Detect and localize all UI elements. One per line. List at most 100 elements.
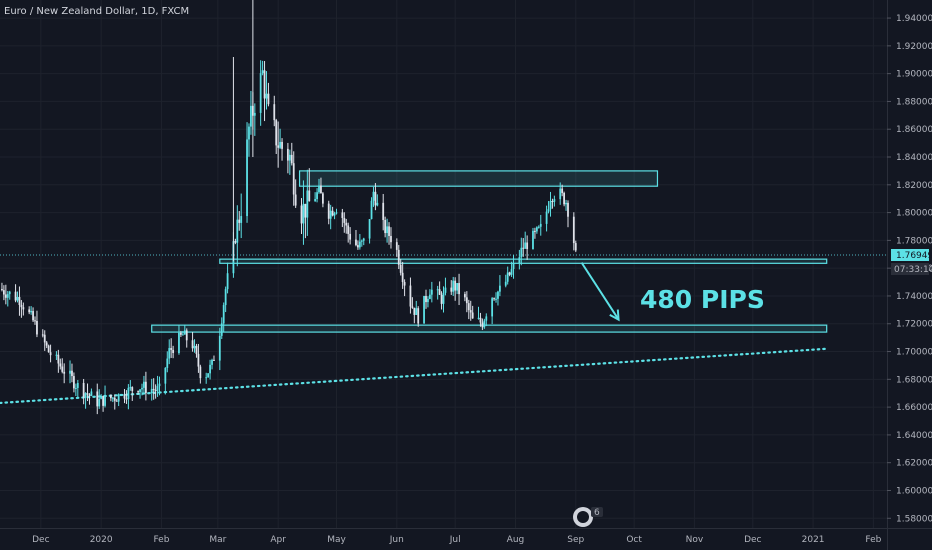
- x-tick-label: Jun: [389, 535, 404, 545]
- candle-body: [84, 393, 87, 398]
- candle-body: [125, 398, 128, 400]
- candle-body: [253, 112, 256, 116]
- candle-body: [226, 273, 229, 290]
- candle-body: [362, 238, 365, 241]
- candle-body: [559, 188, 562, 200]
- candle-body: [415, 308, 418, 315]
- candle-body: [286, 148, 289, 161]
- events-badge[interactable]: 6: [573, 507, 603, 527]
- y-tick-label: 1.64000: [896, 431, 932, 441]
- y-tick-label: 1.92000: [896, 42, 932, 52]
- candle-body: [436, 289, 439, 291]
- candle-body: [14, 291, 17, 301]
- candle-body: [139, 389, 141, 393]
- candle-body: [137, 391, 140, 393]
- candle-body: [481, 322, 484, 328]
- candle-body: [154, 389, 157, 391]
- x-tick-label: 2021: [802, 535, 825, 545]
- candle-body: [469, 310, 472, 313]
- candle-body: [115, 400, 118, 402]
- candle-body: [166, 358, 169, 368]
- candle-body: [333, 213, 336, 216]
- candle-body: [504, 281, 507, 286]
- candle-body: [32, 311, 34, 321]
- candle-body: [395, 242, 398, 250]
- candle-body: [372, 191, 375, 201]
- x-axis-ticks[interactable]: Dec 2020 Feb Mar Apr May Jun Jul Aug Sep Oct Nov Dec…: [32, 535, 881, 545]
- candle-body: [491, 298, 494, 317]
- candle-body: [45, 342, 48, 346]
- candle-body: [493, 298, 495, 300]
- candle-body: [308, 190, 311, 202]
- candle-body: [535, 227, 538, 232]
- candle-body: [141, 387, 143, 390]
- candle-body: [71, 370, 73, 377]
- candle-body: [76, 382, 79, 388]
- candle-body: [220, 323, 223, 336]
- candle-body: [16, 296, 19, 301]
- candle-body: [526, 242, 529, 250]
- candle-body: [181, 334, 184, 336]
- candle-body: [222, 305, 225, 324]
- candle-body: [28, 309, 31, 313]
- candle-body: [273, 104, 276, 121]
- candle-body: [456, 283, 459, 291]
- candle-body: [49, 352, 52, 356]
- sr-zone: [298, 170, 659, 187]
- candle-body: [265, 93, 268, 99]
- candle-body: [82, 382, 85, 398]
- last-price-tag: 1.76949 07:33:10: [891, 249, 932, 275]
- x-tick-label: Feb: [153, 535, 169, 545]
- candle-body: [4, 294, 7, 298]
- candle-body: [454, 280, 457, 291]
- y-tick-label: 1.66000: [896, 403, 932, 413]
- candle-body: [218, 335, 221, 361]
- candle-body: [345, 222, 348, 226]
- candle-body: [158, 383, 161, 387]
- candle-body: [497, 291, 499, 299]
- price-tag-value: 1.76949: [896, 251, 932, 261]
- candle-body: [355, 239, 357, 246]
- candle-body: [413, 307, 416, 315]
- x-tick-label: Dec: [32, 535, 49, 545]
- candle-body: [281, 141, 283, 149]
- candle-body: [109, 394, 112, 399]
- candle-body: [300, 205, 303, 224]
- x-tick-label: 2020: [90, 535, 113, 545]
- candle-body: [465, 297, 468, 304]
- y-tick-label: 1.78000: [896, 236, 932, 246]
- candle-body: [358, 241, 361, 248]
- candle-body: [288, 154, 291, 161]
- pips-annotation: 480 PIPS: [640, 285, 765, 314]
- candle-body: [479, 317, 482, 323]
- candle-body: [156, 386, 159, 391]
- candle-body: [144, 381, 147, 394]
- candle-body: [43, 334, 46, 343]
- candle-body: [403, 282, 406, 286]
- y-tick-label: 1.90000: [896, 70, 932, 80]
- candle-body: [508, 272, 511, 275]
- candle-body: [314, 199, 317, 202]
- chart-title: Euro / New Zealand Dollar, 1D, FXCM: [4, 6, 189, 17]
- candle-body: [168, 348, 171, 359]
- candle-body: [98, 398, 101, 407]
- candle-body: [277, 145, 280, 148]
- candle-body: [458, 283, 460, 295]
- candle-body: [463, 294, 466, 298]
- candle-body: [384, 220, 387, 234]
- candle-body: [63, 371, 66, 374]
- candle-body: [506, 272, 509, 282]
- y-axis-ticks[interactable]: 1.94000 1.92000 1.90000 1.88000 1.86000 1.840…: [887, 14, 932, 524]
- candle-body: [261, 70, 264, 74]
- arrow-head: [609, 309, 620, 322]
- x-tick-label: Dec: [744, 535, 761, 545]
- candle-body: [401, 272, 404, 283]
- candle-body: [8, 291, 11, 295]
- y-tick-label: 1.84000: [896, 153, 932, 163]
- y-tick-label: 1.70000: [896, 348, 932, 358]
- candle-body: [343, 217, 346, 223]
- candles: [1, 0, 577, 415]
- candle-body: [131, 387, 134, 392]
